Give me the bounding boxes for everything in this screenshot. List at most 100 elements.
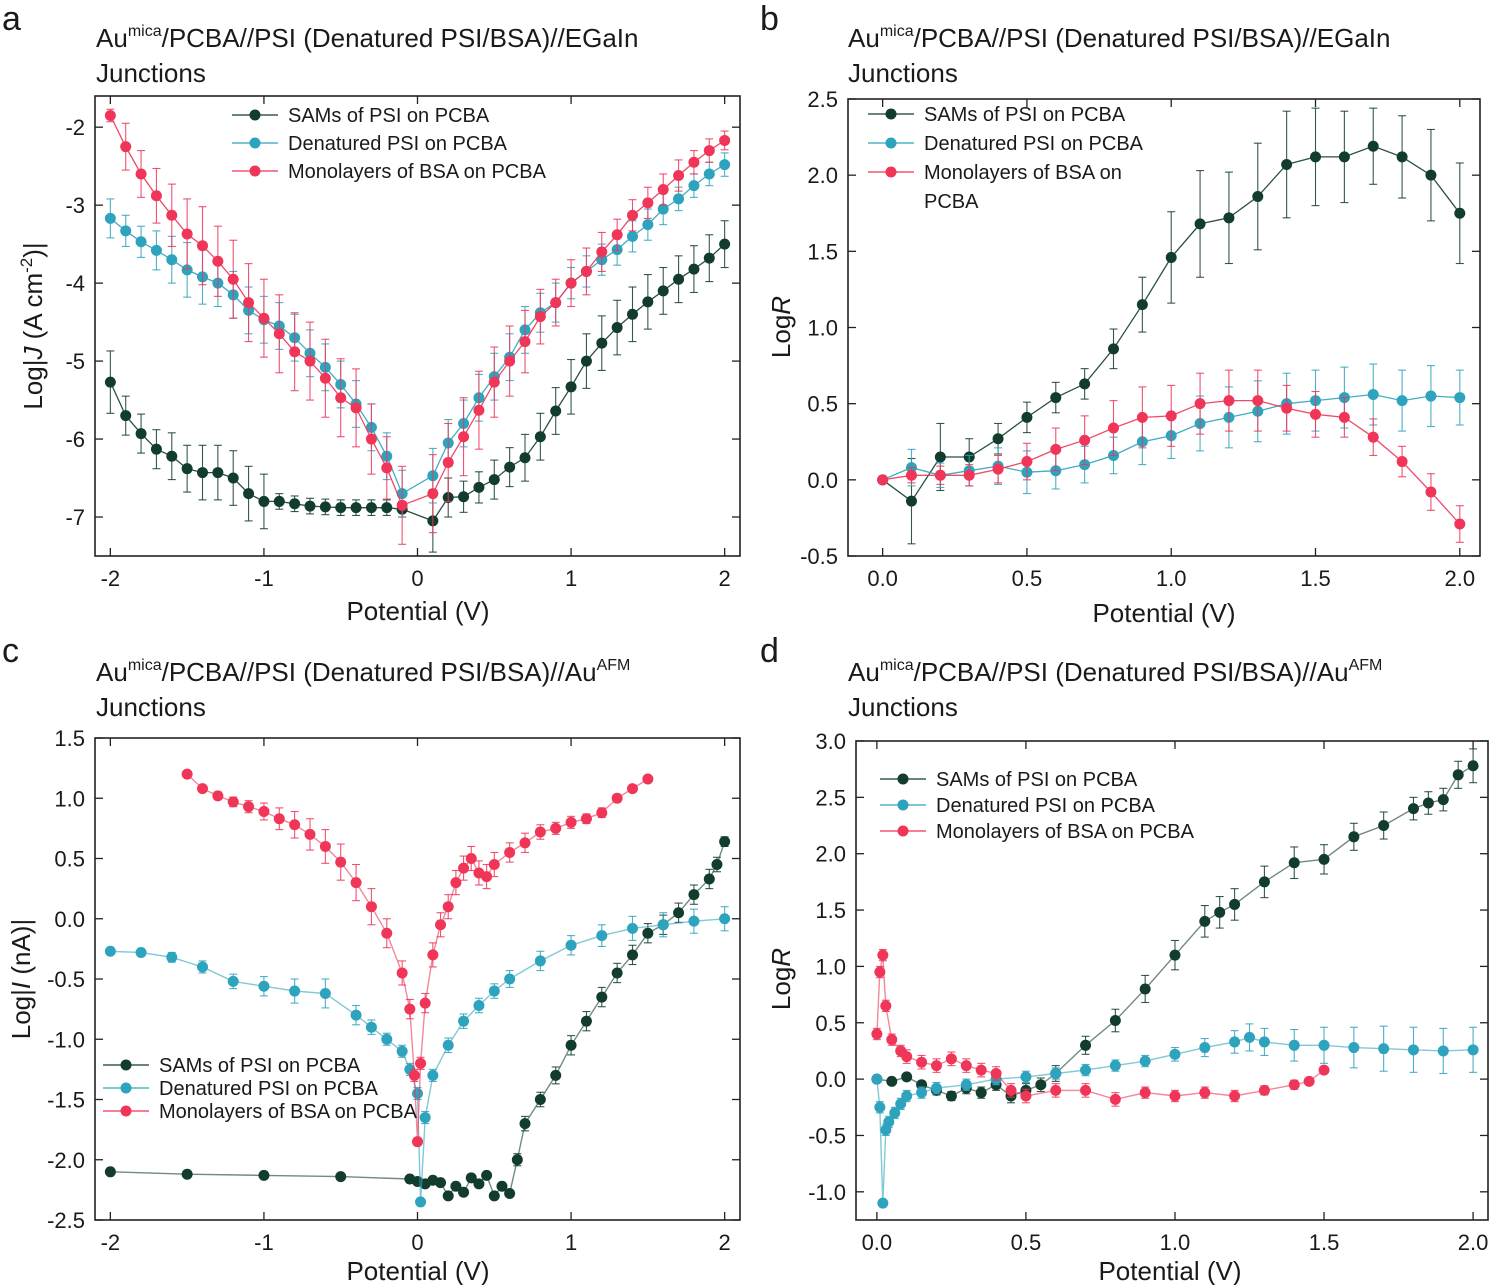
data-point [565, 1039, 577, 1051]
data-point [166, 951, 178, 963]
data-point [427, 488, 439, 500]
y-tick-label: -5 [65, 349, 85, 374]
data-point [304, 828, 316, 840]
data-point [488, 376, 500, 388]
data-point [458, 862, 470, 874]
data-point [365, 901, 377, 913]
chart-title: Aumica/PCBA//PSI (Denatured PSI/BSA)//Au… [96, 657, 630, 687]
data-point [990, 1067, 1002, 1079]
legend-marker [897, 773, 909, 785]
data-point [197, 961, 208, 973]
y-tick-label: 2.0 [807, 163, 838, 188]
data-point [1199, 1042, 1211, 1054]
data-point [258, 312, 270, 324]
legend-marker [885, 166, 897, 178]
panel-a: a Aumica/PCBA//PSI (Denatured PSI/BSA)//E… [2, 0, 741, 626]
data-point [565, 381, 577, 393]
plot-frame [855, 740, 1489, 1221]
y-tick-label: -3 [65, 193, 85, 218]
panel-d: d Aumica/PCBA//PSI (Denatured PSI/BSA)//A… [760, 632, 1489, 1285]
data-point [473, 1000, 485, 1012]
data-point [273, 495, 285, 507]
series-line [109, 115, 725, 507]
data-point [1310, 151, 1322, 163]
data-point [1169, 949, 1181, 961]
data-point [1169, 1048, 1181, 1060]
data-point [565, 816, 577, 828]
title-superscript: mica [880, 657, 914, 674]
data-point [319, 840, 331, 852]
data-point [1454, 207, 1466, 219]
data-point [504, 1187, 516, 1199]
data-point [905, 495, 917, 507]
data-point [166, 450, 178, 462]
data-point [975, 1064, 987, 1076]
data-point [289, 985, 301, 997]
data-point [365, 1021, 377, 1033]
title-part: Au [96, 657, 128, 687]
data-point [673, 170, 685, 182]
data-point [688, 915, 700, 927]
data-point [1229, 1090, 1241, 1102]
data-point [963, 469, 975, 481]
x-tick-label: 0 [411, 566, 423, 591]
y-axis: 3.0 2.5 2.0 1.5 1.0 0.5 0.0 -0.5 -1.0 [808, 729, 1488, 1205]
y-tick-label: 1.0 [815, 954, 846, 979]
data-point [519, 452, 531, 464]
x-axis: -2 -1 0 1 2 [101, 96, 731, 591]
panel-c: c Aumica/PCBA//PSI (Denatured PSI/BSA)//A… [2, 632, 741, 1285]
x-tick-label: 2 [719, 566, 731, 591]
y-label-part: (nA)| [6, 919, 36, 982]
chart-title-line2: Junctions [96, 58, 206, 88]
data-point [396, 967, 408, 979]
legend-label: SAMs of PSI on PCBA [924, 104, 1126, 126]
data-point [442, 1039, 454, 1051]
data-point [673, 273, 685, 285]
data-point [519, 1118, 531, 1130]
data-point [871, 1028, 883, 1040]
data-point [1281, 159, 1293, 171]
data-point [1165, 251, 1177, 263]
series-line [876, 954, 1325, 1101]
data-point [504, 846, 516, 858]
data-point [1020, 1090, 1032, 1102]
data-point [442, 456, 454, 468]
y-tick-label: 1.0 [807, 316, 838, 341]
data-point [596, 930, 608, 942]
data-point [719, 134, 731, 146]
data-point [901, 1090, 913, 1102]
data-point [1229, 1036, 1241, 1048]
data-point [496, 1180, 508, 1192]
data-point [1367, 431, 1379, 443]
data-point [519, 837, 531, 849]
legend-marker [885, 137, 897, 149]
x-axis-label: Potential (V) [1098, 1256, 1241, 1285]
data-point [258, 1169, 270, 1181]
series-2 [104, 906, 731, 1208]
data-point [227, 796, 239, 808]
data-point [611, 322, 623, 334]
y-tick-label: -4 [65, 271, 85, 296]
data-point [135, 168, 147, 180]
title-part: Au [848, 23, 880, 53]
y-tick-label: 1.5 [815, 898, 846, 923]
x-tick-label: 1.5 [1309, 1230, 1340, 1255]
y-axis-label: Log|J (A cm-2)| [17, 242, 48, 409]
data-point [1303, 1075, 1315, 1087]
legend-label: PCBA [924, 191, 979, 213]
data-point [627, 783, 638, 795]
x-tick-label: 1.0 [1160, 1230, 1191, 1255]
data-point [883, 1116, 895, 1128]
data-point [1425, 169, 1437, 181]
data-point [1318, 1064, 1330, 1076]
data-point [335, 1171, 347, 1183]
chart-title-line2: Junctions [848, 58, 958, 88]
chart-title: Aumica/PCBA//PSI (Denatured PSI/BSA)//EG… [96, 23, 638, 53]
data-point [243, 488, 255, 500]
data-point [450, 877, 462, 889]
data-point [1229, 898, 1241, 910]
series-line [109, 164, 725, 495]
legend-label: SAMs of PSI on PCBA [288, 105, 490, 127]
data-point [992, 463, 1004, 475]
data-point [1021, 456, 1033, 468]
